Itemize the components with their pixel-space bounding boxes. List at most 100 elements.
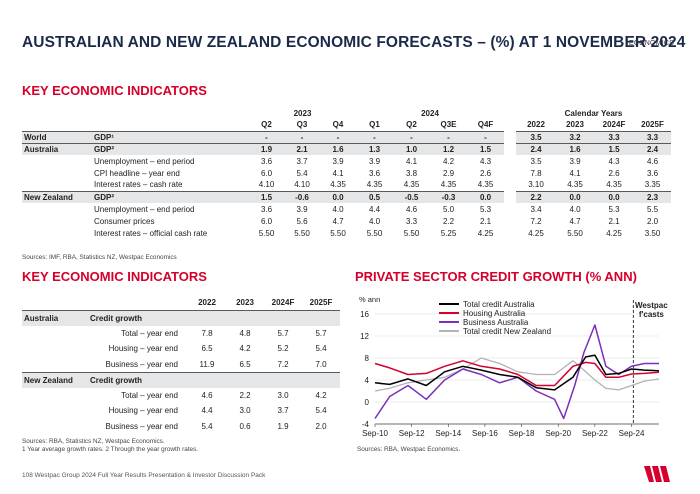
value-cell: 2.0 [315,421,327,431]
indicator-cell: Interest rates – cash rate [94,180,183,190]
blank-cell [22,341,88,357]
value-cell: 3.4 [530,204,542,214]
legend-label: Business Australia [463,318,529,327]
page-title: AUSTRALIAN AND NEW ZEALAND ECONOMIC FORE… [22,34,686,51]
table-row: Total – year end 4.6 2.2 3.0 4.2 [22,388,340,404]
value-cell: - [284,130,320,143]
value-cell: 5.4 [201,421,213,431]
value-cell: 4.1 [405,156,418,166]
value-cell: -0.3 [430,190,467,203]
table-row: Total – year end 7.8 4.8 5.7 5.7 [22,326,340,342]
value-cell: 5.25 [440,228,457,238]
value-cell: 1.9 [249,142,284,155]
section-tag: ECONOMICS [629,40,674,47]
gap-cell [504,179,516,191]
value-cell: 4.10 [294,180,310,190]
value-cell: 4.6 [405,204,418,214]
indicator-cell: Unemployment – end period [94,204,195,214]
blank-cell [22,403,88,419]
value-cell: 4.3 [608,156,620,166]
blank-cell [22,326,88,342]
value-cell: 7.8 [201,328,213,338]
value-cell: 2.2 [442,216,455,226]
value-cell: 4.4 [368,204,381,214]
value-cell: 5.50 [366,228,383,238]
value-cell: 4.6 [201,390,213,400]
value-cell: 4.25 [606,228,622,238]
blank-cell [92,119,249,132]
value-cell: 3.3 [405,216,418,226]
footer-text: 108 Westpac Group 2024 Full Year Results… [22,472,266,479]
value-cell: 7.2 [277,359,289,369]
table-row: Unemployment – end period 3.6 3.9 4.0 4.4 4.6… [22,203,671,215]
value-cell: 3.9 [569,156,581,166]
row-label: Housing – year end [108,344,178,354]
series-line [374,360,660,387]
value-cell: 1.9 [277,421,289,431]
value-cell: 0.5 [356,190,393,203]
value-cell: 6.0 [260,168,273,178]
x-tick-label: Sep-12 [399,429,425,438]
table-row: CPI headline – year end 6.0 5.4 4.1 3.6 3.8 2.… [22,167,671,179]
gap-cell [504,227,516,239]
value-cell: 3.50 [644,228,661,238]
table-row: Business – year end 5.4 0.6 1.9 2.0 [22,419,340,435]
blank-cell [22,296,88,310]
region-cell: Australia [22,309,88,326]
value-cell: 4.35 [330,180,346,190]
blank-cell [22,107,92,119]
value-cell: 2.1 [608,216,620,226]
x-tick-label: Sep-16 [472,429,498,438]
value-cell: 0.0 [594,190,634,203]
value-cell: 4.4 [201,406,213,416]
value-cell: 2.2 [239,390,251,400]
value-cell: 3.35 [644,180,661,190]
region-cell [22,215,92,227]
table-row: Consumer prices 6.0 5.6 4.7 4.0 3.3 2.2 2.1 7.2 4… [22,215,671,227]
year-header-2024: 2024 [421,108,439,118]
value-cell: 5.50 [258,228,275,238]
table2-source: Sources: RBA, Statistics NZ, Westpac Eco… [22,438,165,445]
table-row: Interest rates – official cash rate 5.50 5… [22,227,671,239]
value-cell: 4.2 [239,344,251,354]
value-cell: 4.0 [368,216,381,226]
x-tick-label: Sep-14 [435,429,461,438]
row-label: Total – year end [121,328,178,338]
value-cell: 1.6 [556,142,594,155]
value-cell: 1.0 [393,142,430,155]
quarter-header: Q2 [249,119,284,132]
value-cell: 3.6 [646,168,659,178]
value-cell: 3.0 [277,390,289,400]
credit-table: 2022 2023 2024F 2025F Australia Credit growth… [22,296,340,434]
value-cell: 3.5 [530,156,542,166]
table1-heading: KEY ECONOMIC INDICATORS [22,83,207,98]
value-cell: 3.7 [277,406,289,416]
table-row: World GDP¹ - - - - - - -3.5 3.2 3.3 3.3 [22,130,671,143]
value-cell: 5.4 [296,168,308,178]
value-cell: 4.10 [258,180,275,190]
value-cell: 2.3 [634,190,671,203]
indicator-cell: GDP¹ [92,130,249,143]
y-tick-label: 12 [360,332,369,341]
value-cell: 3.2 [556,130,594,143]
value-cell: 4.1 [332,168,344,178]
forecast-table: 2023 2024 Calendar Years Q2 Q3 Q4 Q1 Q2 Q3E Q4F 20… [22,107,671,239]
value-cell: 0.6 [239,421,251,431]
westpac-logo-icon [644,466,674,487]
x-tick-label: Sep-10 [362,429,388,438]
y-axis-label: % ann [359,295,380,304]
value-cell: 5.2 [277,344,289,354]
value-cell: -0.6 [284,190,320,203]
quarter-header: Q3E [430,119,467,132]
value-cell: 2.6 [479,168,492,178]
value-cell: 4.7 [569,216,581,226]
value-cell: 2.4 [634,142,671,155]
value-cell: 2.1 [479,216,492,226]
value-cell: 4.3 [479,156,492,166]
gap-cell [504,191,516,203]
table-row: Housing – year end 4.4 3.0 3.7 5.4 [22,403,340,419]
series-line [374,357,660,392]
region-cell [22,155,92,167]
indicator-cell: GDP² [92,190,249,203]
indicator-cell: Consumer prices [94,216,155,226]
